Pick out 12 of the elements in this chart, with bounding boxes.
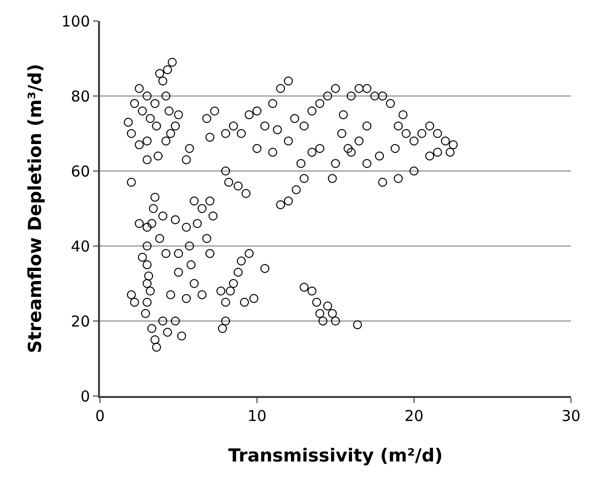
x-tick-label: 20 [404, 407, 424, 425]
y-axis-title: Streamflow Depletion (m³/d) [25, 64, 46, 354]
y-tick-label: 80 [70, 87, 90, 106]
y-tick-label: 100 [61, 12, 90, 30]
y-tick-label: 0 [80, 387, 90, 406]
y-tick-label: 60 [70, 162, 90, 180]
y-tick-label: 20 [70, 312, 90, 330]
x-tick-label: 10 [247, 407, 267, 425]
y-tick-label: 40 [70, 237, 90, 256]
x-tick-label: 0 [95, 407, 105, 425]
x-axis-title: Transmissivity (m²/d) [228, 446, 443, 467]
x-tick-label: 30 [561, 407, 581, 425]
